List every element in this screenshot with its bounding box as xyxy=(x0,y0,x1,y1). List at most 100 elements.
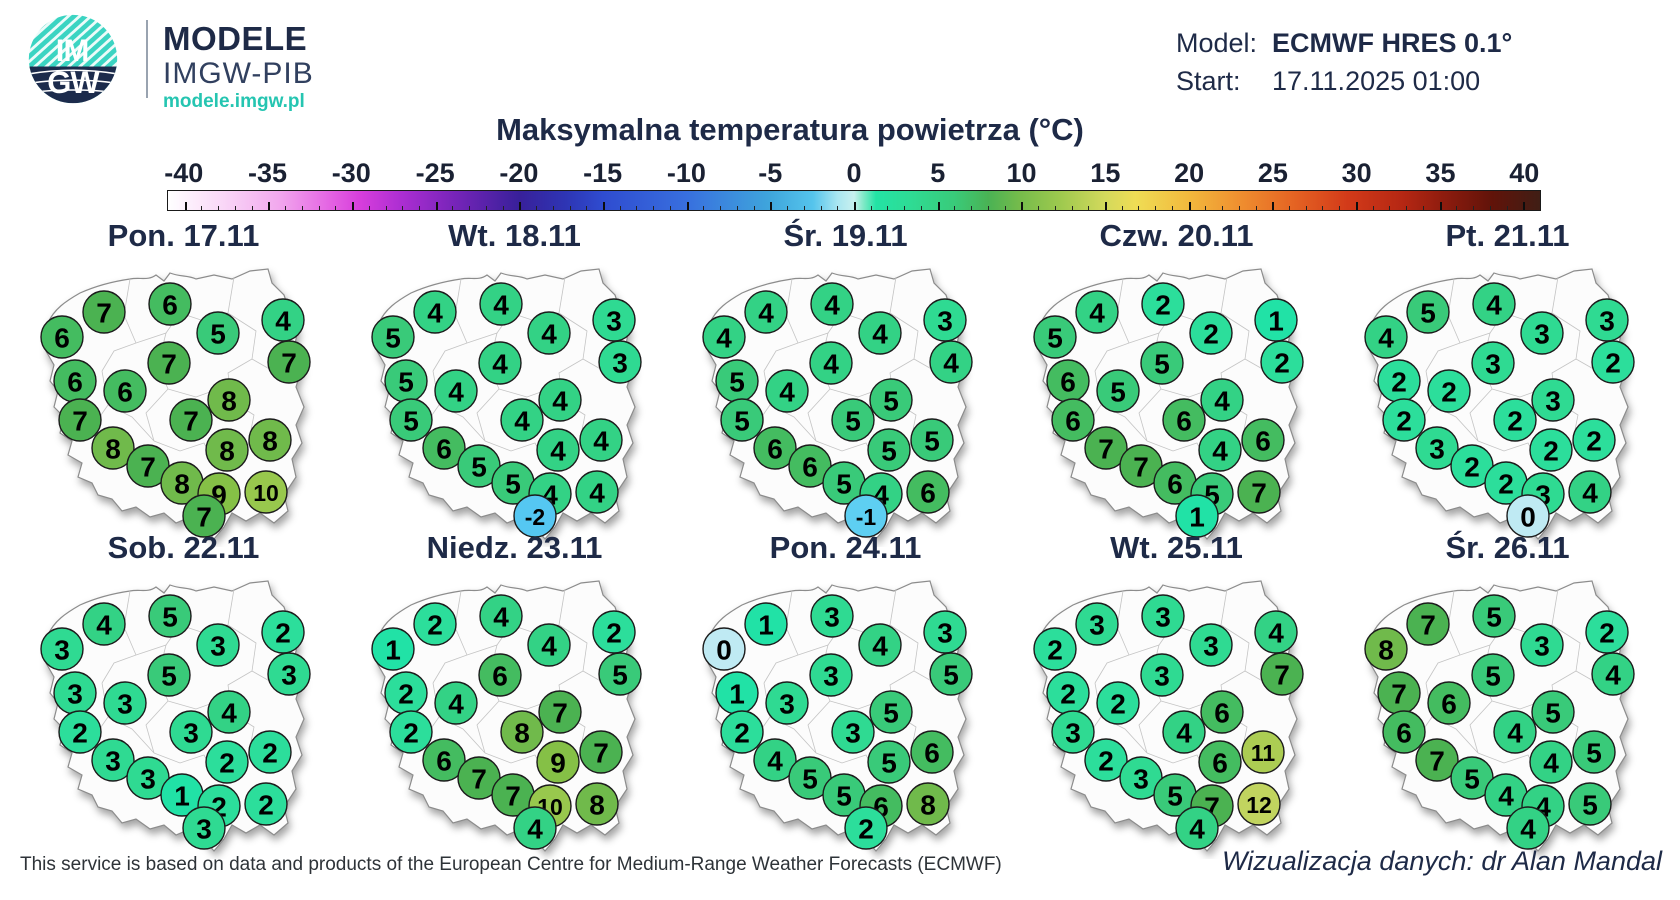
temperature-value: 8 xyxy=(219,436,235,467)
forecast-map-tile: Niedz. 23.11 2 4 4 2 1 5 6 2 4 7 2 8 6 9 7 7 7 10 8 4 xyxy=(349,530,680,859)
temperature-value: 0 xyxy=(716,635,732,666)
poland-outline xyxy=(707,268,967,540)
temperature-value: 7 xyxy=(1391,679,1407,710)
temperature-bubble xyxy=(702,627,746,671)
temperature-value: 3 xyxy=(845,718,861,749)
temperature-bubble xyxy=(182,806,226,850)
temperature-bubble xyxy=(147,653,191,697)
temperature-bubble xyxy=(1075,290,1119,334)
colorbar-tick xyxy=(1004,206,1006,210)
colorbar-tick xyxy=(1071,206,1073,210)
temperature-value: 2 xyxy=(275,618,291,649)
temperature-bubble xyxy=(536,740,580,784)
temperature-value: 4 xyxy=(493,602,509,633)
colorbar-tick xyxy=(820,206,822,210)
temperature-value: 4 xyxy=(716,323,732,354)
temperature-value: 4 xyxy=(275,306,291,337)
colorbar-tick xyxy=(1155,206,1157,210)
temperature-bubble xyxy=(1198,740,1242,784)
model-info: Model: ECMWF HRES 0.1° Start: 17.11.2025 0… xyxy=(1176,24,1512,100)
forecast-map-tile: Pon. 24.11 1 3 4 3 0 5 3 1 3 5 2 3 4 5 6 5 5 6 8 2 xyxy=(680,530,1011,859)
temperature-bubble xyxy=(527,311,571,355)
temperature-bubble xyxy=(869,378,913,422)
temperature-bubble xyxy=(592,610,636,654)
temperature-value: 3 xyxy=(1203,631,1219,662)
colorbar-tick xyxy=(686,202,689,210)
temperature-bubble xyxy=(538,690,582,734)
temperature-value: 3 xyxy=(606,306,622,337)
temperature-value: 2 xyxy=(219,748,235,779)
temperature-bubble xyxy=(1591,340,1635,384)
colorbar-tick xyxy=(218,206,220,210)
temperature-bubble xyxy=(103,369,147,413)
colorbar-tick-label: -25 xyxy=(415,158,455,188)
temperature-value: 5 xyxy=(210,319,226,350)
colorbar-tick xyxy=(1272,202,1275,210)
temperature-bubble xyxy=(1200,378,1244,422)
colorbar-tick xyxy=(201,206,203,210)
colorbar-tick xyxy=(184,202,187,210)
voivodeship-border xyxy=(1138,388,1162,442)
temperature-bubble xyxy=(744,602,788,646)
temperature-bubble xyxy=(1415,738,1459,782)
temperature-value: 2 xyxy=(1464,452,1480,483)
temperature-value: 4 xyxy=(1543,748,1559,779)
temperature-value: 6 xyxy=(924,738,940,769)
temperature-bubble xyxy=(1084,738,1128,782)
start-row: Start: 17.11.2025 01:00 xyxy=(1176,62,1512,100)
brand-url: modele.imgw.pl xyxy=(163,91,305,112)
poland-outline xyxy=(45,580,305,852)
temperature-value: 7 xyxy=(161,349,177,380)
imgw-logo: IM GW xyxy=(28,14,118,104)
temperature-bubble xyxy=(103,681,147,725)
voivodeship-border xyxy=(101,654,137,684)
temperature-value: 4 xyxy=(758,298,774,329)
temperature-value: 2 xyxy=(1110,689,1126,720)
colorbar-tick-label: 30 xyxy=(1341,158,1372,188)
logo-divider xyxy=(146,20,148,98)
temperature-bubble xyxy=(261,610,305,654)
temperature-bubble xyxy=(598,652,642,696)
temperature-bubble xyxy=(579,730,623,774)
temperature-bubble xyxy=(434,681,478,725)
temperature-bubble xyxy=(91,426,135,470)
temperature-value: 5 xyxy=(505,469,521,500)
temperature-bubble xyxy=(1140,653,1184,697)
start-label: Start: xyxy=(1176,66,1241,96)
temperature-value: 0 xyxy=(1520,502,1536,533)
colorbar-tick xyxy=(402,206,404,210)
temperature-value: 1 xyxy=(1189,502,1205,533)
temperature-bubble xyxy=(196,311,240,355)
colorbar-tick xyxy=(1339,206,1341,210)
voivodeship-border xyxy=(763,654,799,684)
temperature-value: 4 xyxy=(427,298,443,329)
temperature-bubble xyxy=(513,806,557,850)
colorbar-tick xyxy=(736,206,738,210)
temperature-bubble xyxy=(1415,426,1459,470)
temperature-value: 3 xyxy=(779,689,795,720)
colorbar-tick xyxy=(1021,202,1024,210)
temperature-value: 4 xyxy=(221,698,237,729)
map-day-label: Śr. 26.11 xyxy=(1445,530,1570,565)
forecast-map-tile: Sob. 22.11 4 5 3 2 3 3 5 3 3 4 2 3 3 2 2 3 1 2 2 3 xyxy=(18,530,349,859)
temperature-bubble xyxy=(765,681,809,725)
temperature-value: 4 xyxy=(550,436,566,467)
colorbar-tick xyxy=(1322,206,1324,210)
temperature-value: 3 xyxy=(183,718,199,749)
temperature-bubble xyxy=(831,710,875,754)
voivodeship-border xyxy=(1551,624,1581,672)
temperature-value: 4 xyxy=(1268,618,1284,649)
temperature-value: 2 xyxy=(1203,319,1219,350)
temperature-bubble xyxy=(810,282,854,326)
temperature-value: 7 xyxy=(1274,660,1290,691)
temperature-bubble xyxy=(536,428,580,472)
temperature-bubble xyxy=(58,398,102,442)
temperature-bubble xyxy=(267,340,311,384)
temperature-bubble xyxy=(1198,428,1242,472)
temperature-value: 4 xyxy=(514,406,530,437)
map-day-label: Niedz. 23.11 xyxy=(426,530,603,565)
voivodeship-border xyxy=(101,342,137,372)
temperature-bubble xyxy=(1096,369,1140,413)
